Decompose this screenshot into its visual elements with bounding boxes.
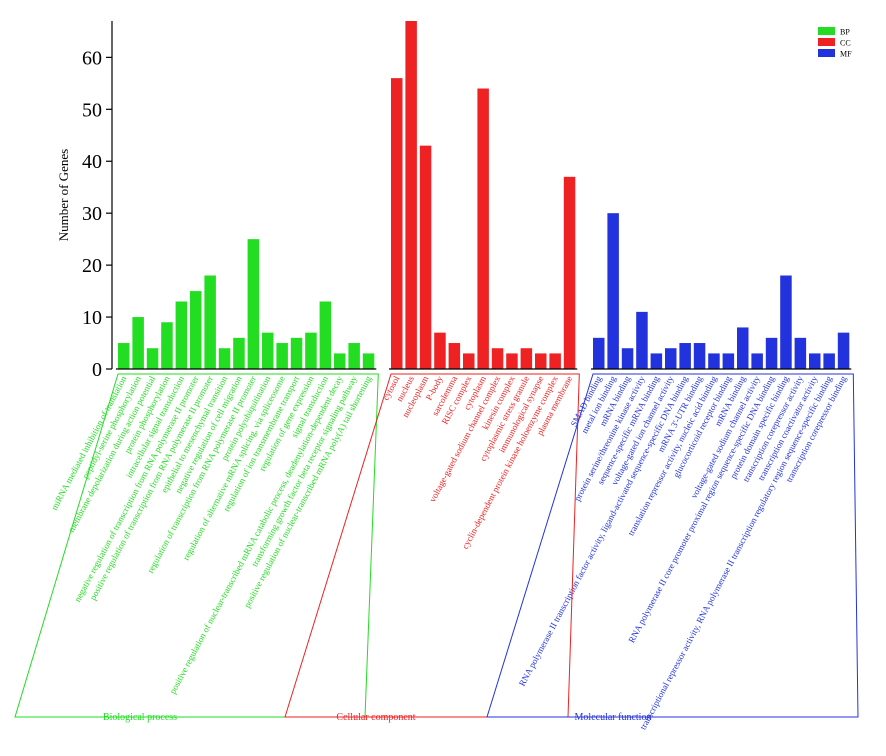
- bar: [204, 275, 216, 369]
- bar: [780, 275, 792, 369]
- bar: [247, 239, 260, 369]
- bar: [132, 317, 144, 369]
- bar: [650, 353, 663, 369]
- bar: [636, 311, 648, 369]
- bar: [334, 353, 346, 369]
- group-label: Molecular function: [575, 712, 652, 723]
- bar: [665, 348, 677, 369]
- bar: [621, 348, 634, 369]
- category-groups: Biological process Cellular component Mole…: [14, 368, 859, 723]
- bar: [809, 353, 821, 369]
- y-tick-label: 50: [82, 99, 102, 121]
- bar: [348, 343, 360, 369]
- bar: [448, 343, 461, 369]
- bar: [434, 332, 446, 369]
- bar: [693, 343, 706, 369]
- bar: [146, 348, 159, 369]
- y-tick-label: 10: [82, 307, 102, 329]
- bar: [276, 343, 288, 369]
- legend-label: BP: [840, 28, 850, 37]
- bar: [391, 78, 403, 369]
- bar: [679, 343, 691, 369]
- bar: [722, 353, 735, 369]
- bar: [218, 348, 231, 369]
- y-tick-label: 20: [82, 255, 102, 277]
- bar: [262, 332, 274, 369]
- bar: [506, 353, 518, 369]
- bar: [290, 337, 303, 369]
- x-tick-labels: miRNA mediated inhibition of translation…: [49, 374, 849, 731]
- group-label: Cellular component: [336, 712, 415, 723]
- legend-label: CC: [840, 39, 851, 48]
- legend-swatch: [818, 27, 835, 35]
- bar: [593, 337, 605, 369]
- bar: [837, 332, 850, 369]
- bar: [535, 353, 547, 369]
- bar: [477, 88, 489, 369]
- bar: [563, 176, 576, 369]
- legend: BP CC MF: [818, 27, 852, 59]
- bar: [751, 353, 763, 369]
- legend-label: MF: [840, 50, 852, 59]
- bar: [405, 21, 417, 369]
- bar: [190, 291, 202, 369]
- bar: [319, 301, 332, 369]
- y-axis-label: Number of Genes: [56, 149, 71, 241]
- bar: [491, 348, 504, 369]
- bars: [118, 21, 850, 369]
- bar: [419, 145, 432, 369]
- y-tick-label: 0: [92, 359, 102, 381]
- y-tick-label: 60: [82, 47, 102, 69]
- bar: [549, 353, 561, 369]
- bar: [175, 301, 188, 369]
- legend-swatch: [818, 38, 835, 46]
- bar: [463, 353, 475, 369]
- bar: [161, 322, 173, 369]
- bar: [737, 327, 749, 369]
- group-label: Biological process: [103, 712, 177, 723]
- bar: [708, 353, 720, 369]
- legend-swatch: [818, 49, 835, 57]
- bar: [362, 353, 375, 369]
- y-tick-label: 30: [82, 203, 102, 225]
- bar: [305, 332, 317, 369]
- group-bracket: [486, 373, 859, 718]
- bar: [118, 343, 130, 369]
- y-tick-label: 40: [82, 151, 102, 173]
- bar: [765, 337, 778, 369]
- bar: [233, 337, 245, 369]
- bar: [823, 353, 835, 369]
- y-axis: 0 10 20 30 40 50 60: [82, 21, 113, 381]
- bar: [794, 337, 807, 369]
- bar: [520, 348, 533, 369]
- bar: [607, 213, 619, 369]
